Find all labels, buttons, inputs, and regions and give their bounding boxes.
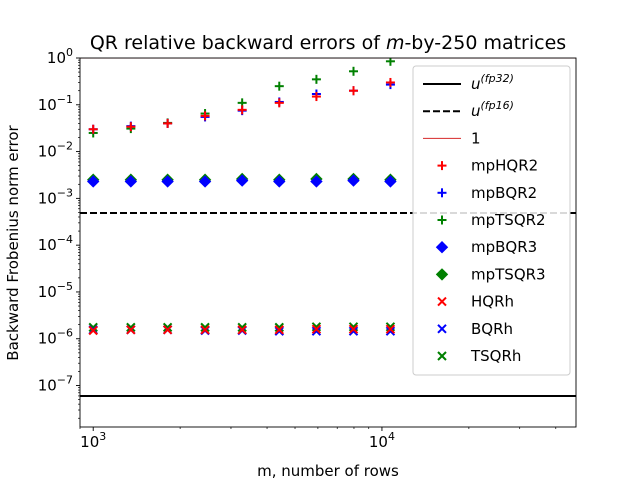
point-hqrh-5	[274, 325, 284, 335]
point-mphqr2-5	[274, 98, 284, 108]
legend-marker-mptsqr2	[437, 215, 447, 225]
point-hqrh-1	[126, 325, 136, 335]
y-tick-label: 10−4	[38, 233, 73, 254]
point-hqrh-3	[200, 325, 210, 335]
point-mpbqr3-8	[384, 175, 397, 188]
legend-marker-mpbqr3	[435, 241, 449, 254]
point-mphqr2-7	[348, 86, 358, 96]
x-tick-label: 104	[369, 430, 395, 451]
legend-label: BQRh	[471, 320, 513, 338]
point-bqrh-7	[348, 326, 359, 336]
y-tick-label: 10−5	[38, 280, 73, 301]
point-mpbqr3-2	[161, 175, 174, 188]
legend: u(fp32) u(fp16) 1 mpHQR2 mpBQR2 mpTSQR2 mpBQR3…	[412, 65, 571, 376]
point-hqrh-4	[237, 325, 247, 335]
plot-marks	[80, 58, 576, 398]
plot-area	[80, 58, 576, 398]
point-mphqr2-1	[126, 122, 136, 132]
point-hqrh-2	[162, 325, 173, 335]
point-bqrh-8	[385, 326, 396, 336]
point-mpbqr3-3	[198, 175, 212, 188]
point-hqrh-0	[88, 325, 98, 336]
point-bqrh-6	[311, 326, 322, 336]
point-mpbqr3-5	[273, 175, 286, 188]
point-mpbqr3-1	[124, 175, 138, 188]
point-tsqrh-2	[162, 322, 173, 333]
point-mptsqr2-6	[311, 74, 321, 84]
y-tick-label: 10−2	[38, 140, 73, 161]
point-tsqrh-4	[237, 322, 247, 333]
legend-label: u(fp32)	[471, 72, 514, 93]
point-hqrh-6	[311, 324, 322, 334]
point-hqrh-8	[385, 324, 396, 334]
legend-label: mpTSQR3	[471, 265, 546, 283]
point-mpbqr3-4	[235, 174, 249, 187]
legend-label: HQRh	[471, 293, 514, 311]
point-tsqrh-5	[274, 322, 284, 333]
y-tick-label: 100	[47, 46, 73, 67]
point-mpbqr3-6	[310, 175, 323, 188]
point-mpbqr3-0	[87, 175, 100, 188]
point-mpbqr3-7	[347, 174, 360, 187]
legend-label: 1	[471, 129, 481, 147]
point-mphqr2-3	[200, 111, 210, 121]
legend-box	[412, 65, 571, 376]
legend-marker-mphqr2	[437, 161, 447, 171]
point-tsqrh-1	[126, 322, 136, 333]
y-tick-label: 10−6	[38, 327, 73, 348]
axes: 103 104 10−7 10−6 10−5 10−4 10−3 10−2 10−1 100	[38, 46, 577, 451]
point-mphqr2-8	[385, 77, 395, 87]
chart-title: QR relative backward errors of m-by-250 …	[90, 32, 566, 54]
legend-label: mpHQR2	[471, 157, 538, 175]
legend-marker-hqrh	[437, 296, 447, 307]
y-axis-label: Backward Frobenius norm error	[4, 124, 22, 360]
legend-label: mpTSQR2	[471, 211, 546, 229]
legend-label: TSQRh	[470, 347, 521, 365]
legend-marker-bqrh	[437, 324, 447, 334]
point-tsqrh-3	[200, 322, 210, 333]
x-axis-label: m, number of rows	[257, 462, 399, 480]
legend-marker-tsqrh	[437, 351, 447, 361]
legend-label: u(fp16)	[471, 99, 514, 120]
y-tick-label: 10−7	[38, 374, 73, 395]
legend-marker-mpbqr2	[437, 188, 447, 198]
y-tick-label: 10−3	[38, 186, 73, 207]
point-mphqr2-0	[88, 124, 98, 134]
legend-label: mpBQR3	[471, 238, 537, 256]
point-mphqr2-4	[237, 105, 247, 115]
point-hqrh-7	[348, 324, 359, 334]
point-mphqr2-2	[163, 118, 173, 128]
point-tsqrh-0	[88, 322, 98, 333]
y-tick-label: 10−1	[38, 93, 73, 114]
legend-label: mpBQR2	[471, 184, 537, 202]
point-mptsqr2-7	[348, 66, 358, 76]
point-mptsqr2-5	[274, 81, 284, 91]
plot-frame	[79, 57, 577, 428]
x-tick-label: 103	[80, 430, 106, 451]
point-mphqr2-6	[311, 92, 321, 102]
legend-marker-mptsqr3	[435, 268, 449, 281]
